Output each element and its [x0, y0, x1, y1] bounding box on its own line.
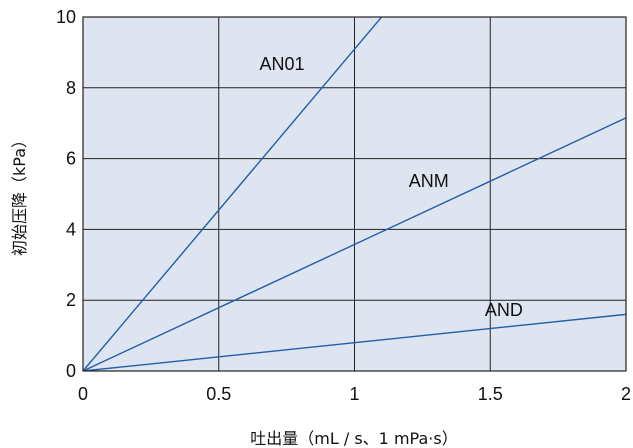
y-axis-title: 初始压降（kPa） — [10, 132, 29, 256]
series-lines — [83, 17, 626, 371]
y-tick-label: 0 — [66, 361, 76, 381]
y-tick-label: 4 — [66, 219, 76, 239]
series-line-and — [83, 313, 626, 371]
y-tick-labels: 0 2 4 6 8 10 — [56, 7, 76, 381]
x-axis-title: 吐出量（mL / s、1 mPa·s） — [250, 429, 457, 448]
series-label-an01: AN01 — [259, 54, 304, 74]
series-line-anm — [83, 117, 626, 371]
series-label-and: AND — [485, 300, 523, 320]
series-line-an01 — [83, 17, 383, 371]
x-tick-label: 1 — [349, 384, 359, 404]
x-tick-label: 0.5 — [206, 384, 231, 404]
series-label-anm: ANM — [409, 171, 449, 191]
x-tick-label: 2 — [621, 384, 631, 404]
y-tick-label: 10 — [56, 7, 76, 27]
plot-frame — [82, 16, 627, 372]
y-tick-label: 6 — [66, 149, 76, 169]
y-tick-label: 2 — [66, 290, 76, 310]
x-tick-label: 0 — [78, 384, 88, 404]
x-tick-labels: 0 0.5 1 1.5 2 — [78, 384, 631, 404]
x-tick-label: 1.5 — [478, 384, 503, 404]
series-labels: AN01 ANM AND — [259, 54, 522, 320]
y-tick-label: 8 — [66, 78, 76, 98]
